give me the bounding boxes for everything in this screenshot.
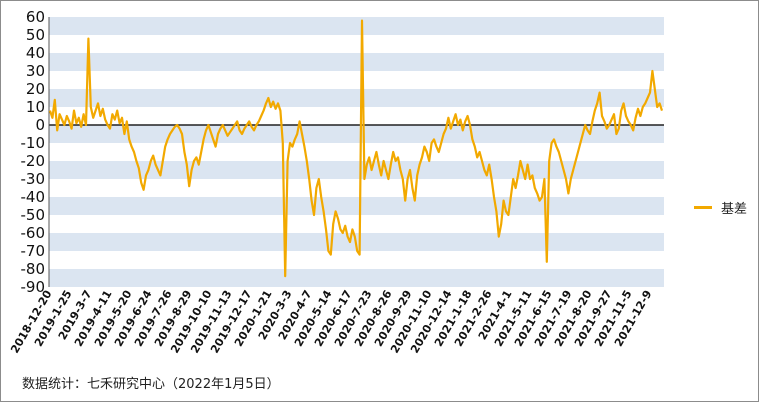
y-tick-label: -40 (21, 188, 46, 206)
grid-band (49, 161, 664, 179)
source-note: 数据统计：七禾研究中心（2022年1月5日） (22, 377, 280, 392)
y-tick-label: 50 (26, 26, 45, 44)
y-tick-label: -90 (21, 278, 46, 296)
y-tick-label: 60 (26, 8, 45, 26)
y-tick-label: -20 (21, 152, 46, 170)
grid-band (49, 197, 664, 215)
y-tick-label: -30 (21, 170, 46, 188)
legend: 基差 (694, 198, 747, 217)
grid-band (49, 125, 664, 143)
series-line-basis (48, 19, 664, 278)
grid-band (49, 53, 664, 71)
x-axis-ticks: 2018-12-202019-1-252019-3-72019-4-112019… (8, 288, 654, 356)
y-tick-label: -60 (21, 224, 46, 242)
grid-band (49, 17, 664, 35)
legend-swatch (694, 206, 712, 209)
grid-band (49, 215, 664, 233)
y-tick-label: -70 (21, 242, 46, 260)
y-tick-label: 30 (26, 62, 45, 80)
y-tick-label: 10 (26, 98, 45, 116)
grid-band (49, 251, 664, 269)
y-tick-label: 0 (35, 116, 45, 134)
grid-band (49, 179, 664, 197)
grid-band (49, 89, 664, 107)
grid-band (49, 269, 664, 287)
legend-label: 基差 (721, 202, 748, 217)
grid-band (49, 71, 664, 89)
y-tick-label: 20 (26, 80, 45, 98)
grid-band (49, 35, 664, 53)
y-tick-label: 40 (26, 44, 45, 62)
grid-band (49, 107, 664, 125)
y-tick-label: -80 (21, 260, 46, 278)
y-tick-label: -50 (21, 206, 46, 224)
grid-band (49, 143, 664, 161)
y-tick-label: -10 (21, 134, 46, 152)
